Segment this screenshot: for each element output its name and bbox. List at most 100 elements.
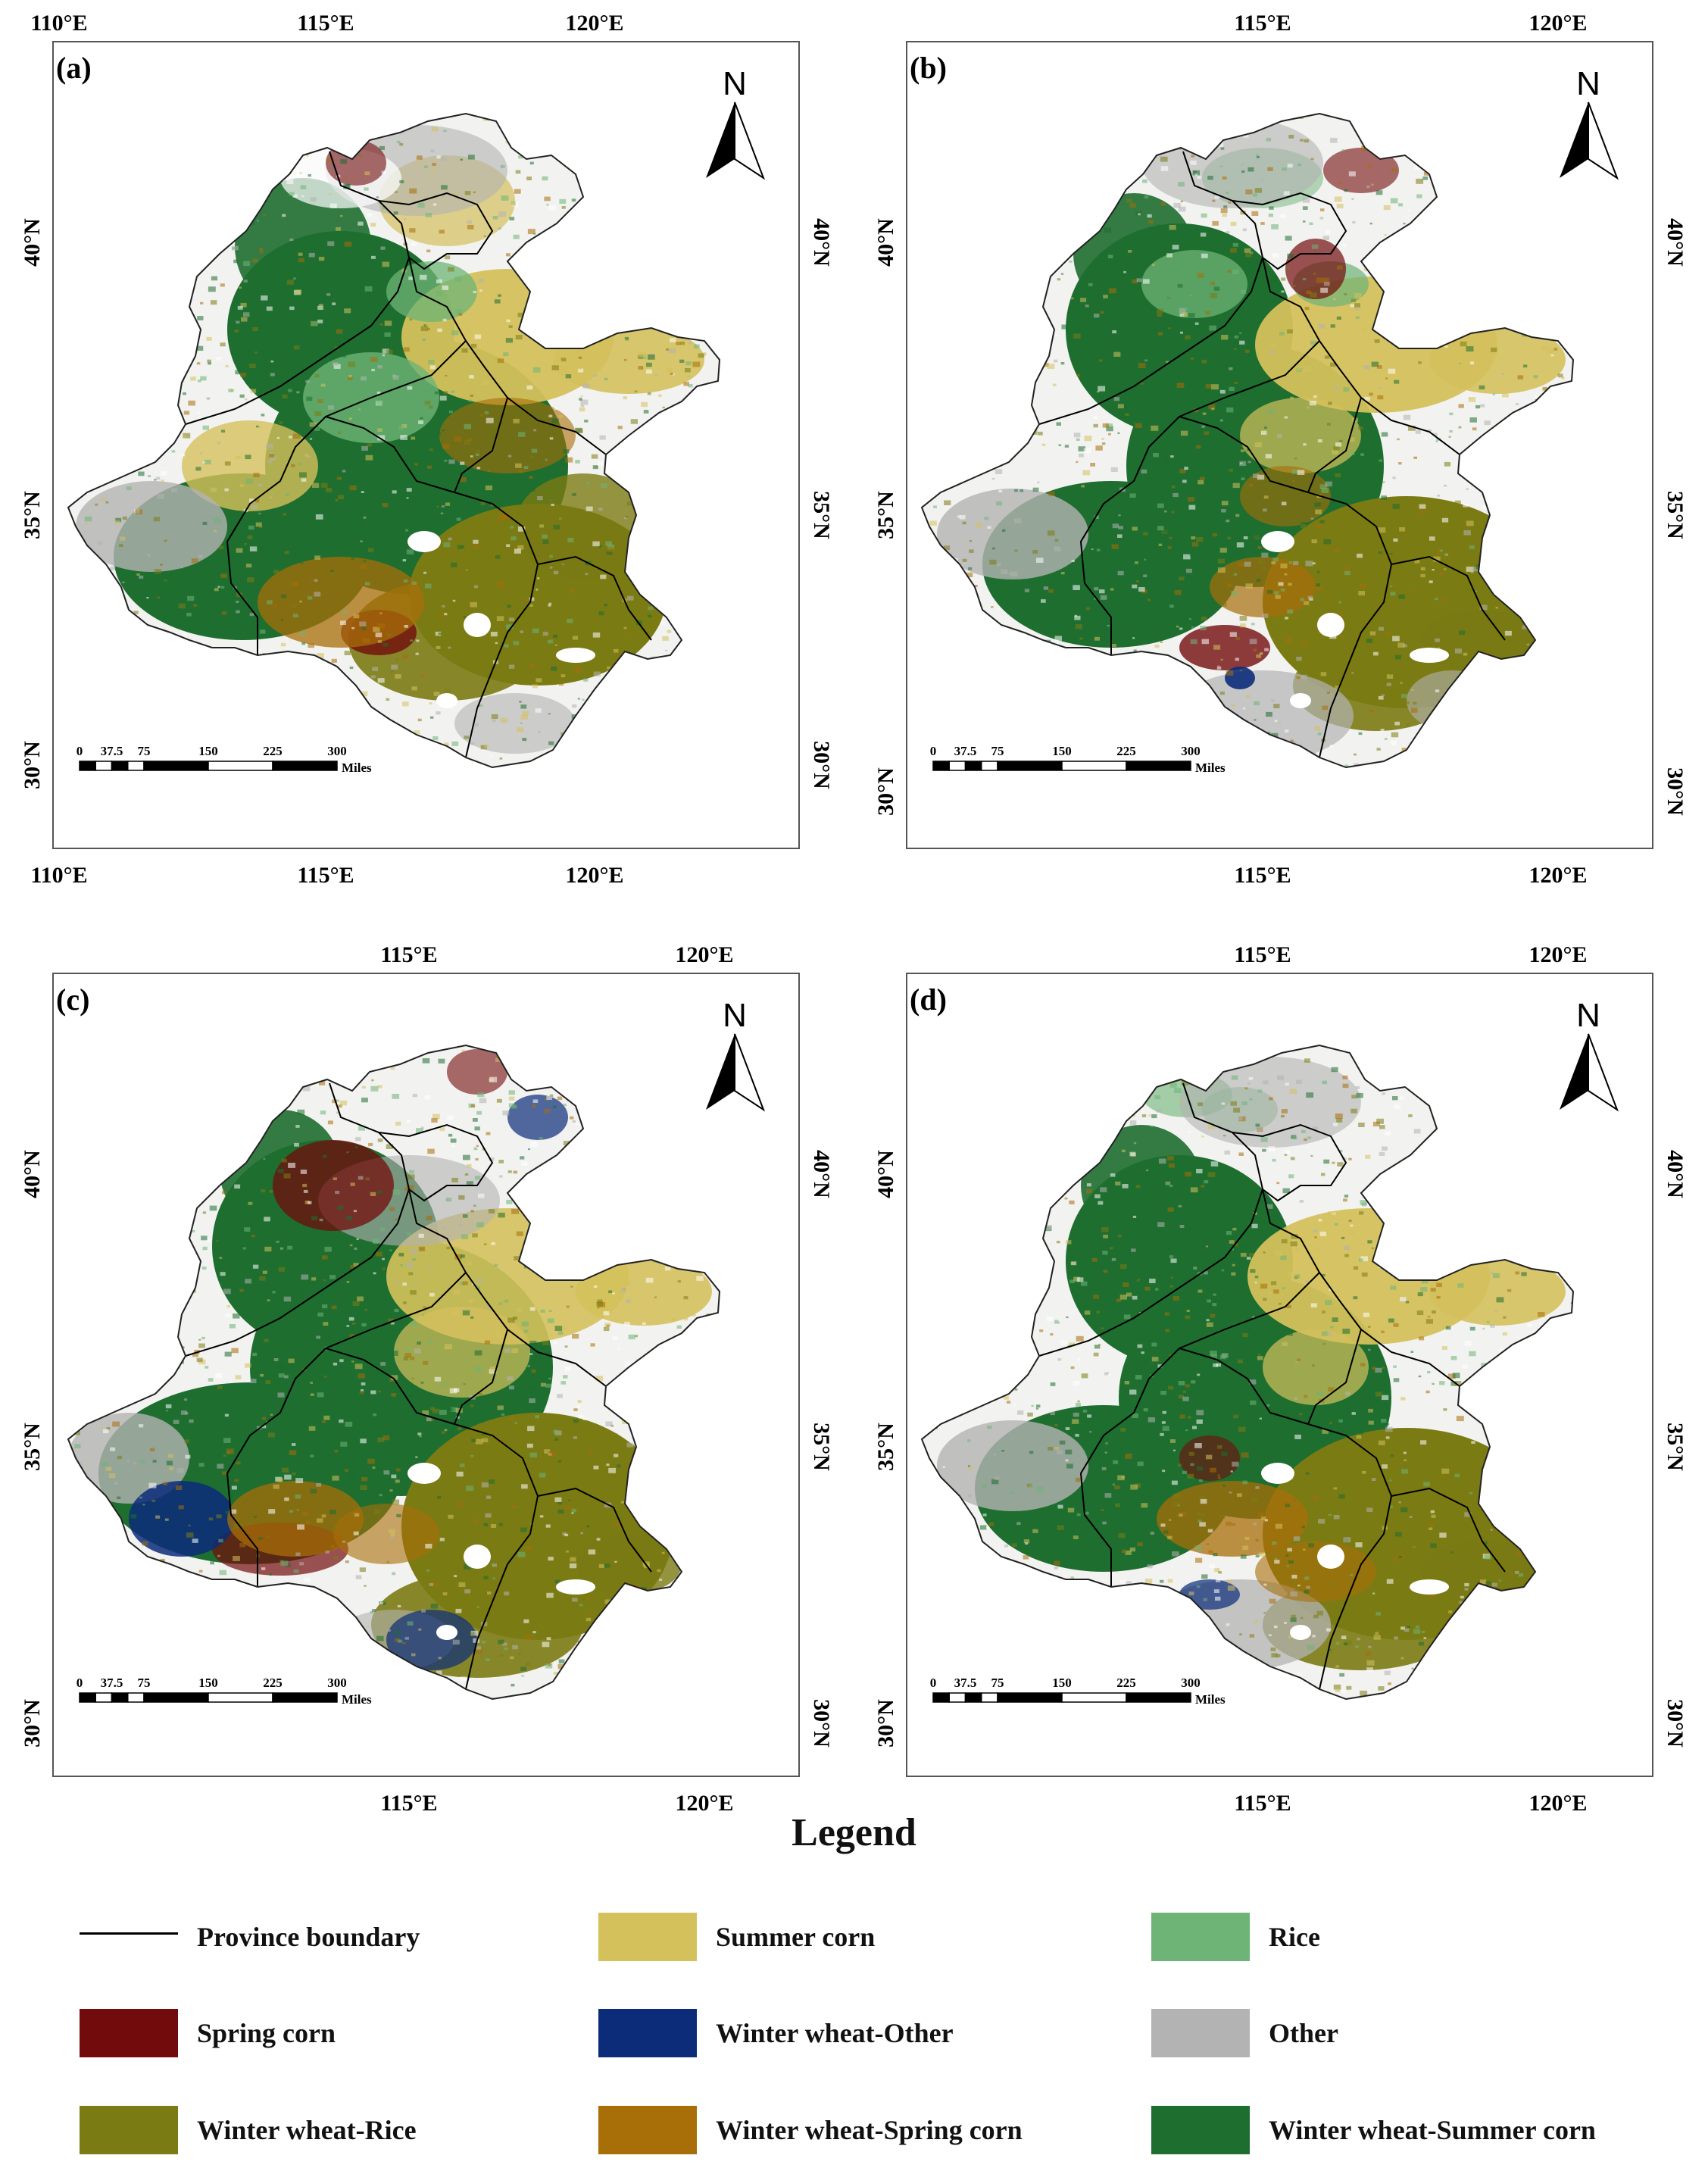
- scale-bar-label: 0: [77, 1676, 83, 1690]
- top-tick-label: 120°E: [675, 942, 733, 967]
- crop-zone: [1263, 1329, 1369, 1405]
- map-b-svg: (b) N 0 37.5 75 150 225 300 Miles 115°E 120°E 115°E…: [873, 11, 1688, 888]
- scale-bar-label: 300: [1181, 744, 1201, 758]
- crop-zone: [76, 481, 227, 572]
- crop-zone: [68, 1413, 189, 1504]
- province-boundary: [226, 1272, 467, 1587]
- province-boundary: [1307, 397, 1362, 493]
- scale-bar-label: 225: [263, 1676, 283, 1690]
- crop-zone: [258, 557, 424, 648]
- water-body: [1290, 693, 1311, 708]
- scale-bar-label: 225: [263, 744, 283, 758]
- scale-bar-label: 0: [77, 744, 83, 758]
- north-arrow-label: N: [1576, 65, 1600, 102]
- crop-zone: [515, 473, 651, 579]
- scale-bar-unit: Miles: [1195, 761, 1226, 775]
- bottom-tick-label: 115°E: [1234, 863, 1291, 888]
- right-tick-label: 35°N: [809, 491, 834, 539]
- province-boundary: [185, 151, 411, 425]
- crop-zone: [1323, 148, 1399, 193]
- province-boundary: [1038, 151, 1264, 425]
- legend-label: Province boundary: [197, 1922, 420, 1952]
- right-tick-label: 30°N: [809, 741, 834, 789]
- water-body: [464, 1545, 491, 1569]
- winter-wheat-other-swatch: [598, 2009, 697, 2057]
- water-body: [1410, 648, 1449, 663]
- province-boundary: [378, 1123, 494, 1202]
- province-boundary: [1232, 1123, 1347, 1202]
- water-body: [1290, 1625, 1311, 1640]
- scale-bar-label: 0: [930, 1676, 937, 1690]
- legend-label: Spring corn: [197, 2018, 336, 2048]
- crop-zone: [1179, 625, 1270, 670]
- crop-zone: [1407, 670, 1497, 731]
- province-boundary: [408, 1189, 607, 1387]
- province-boundary: [1391, 1487, 1506, 1573]
- legend-label: Summer corn: [716, 1922, 876, 1952]
- province-boundary: [454, 1329, 508, 1425]
- scale-bar-label: 37.5: [954, 1676, 977, 1690]
- scale-bar-unit: Miles: [1195, 1692, 1226, 1707]
- crop-zone: [1179, 1579, 1240, 1610]
- winter-wheat-summer-corn-swatch: [1151, 2106, 1250, 2154]
- water-body: [407, 1463, 441, 1484]
- scale-bar-label: 37.5: [101, 1676, 123, 1690]
- water-body: [556, 1579, 595, 1595]
- scale-bar-label: 75: [138, 1676, 151, 1690]
- map-panel-b: (b) N 0 37.5 75 150 225 300 Miles 115°E 120°E 115°E…: [854, 0, 1708, 894]
- summer-corn-swatch: [598, 1913, 697, 1961]
- crop-map-area: [922, 1045, 1573, 1699]
- water-body: [1410, 1579, 1449, 1595]
- legend-label: Rice: [1269, 1922, 1320, 1952]
- crop-map-area: [68, 1045, 720, 1699]
- legend-item-other: Other: [1151, 2009, 1338, 2057]
- left-tick-label: 40°N: [873, 218, 898, 267]
- scale-bar: [932, 1692, 1191, 1703]
- water-body: [1261, 531, 1294, 552]
- scale-bar-label: 75: [991, 1676, 1004, 1690]
- crop-zone: [1240, 466, 1331, 526]
- water-body: [436, 1625, 457, 1640]
- crop-zone: [576, 1534, 682, 1595]
- crop-zone: [386, 261, 477, 322]
- left-tick-label: 35°N: [20, 1423, 45, 1471]
- bottom-tick-label: 115°E: [297, 863, 354, 888]
- crop-zone: [937, 489, 1088, 579]
- water-body: [1317, 613, 1344, 637]
- right-tick-label: 30°N: [809, 1699, 834, 1748]
- region-outline: [67, 1044, 721, 1701]
- scale-bar: [932, 761, 1191, 771]
- map-c-svg: (c) N 0 37.5 75 150 225 300 Miles 115°E 120°E 115°E…: [20, 942, 834, 1816]
- right-tick-label: 30°N: [1663, 767, 1688, 816]
- province-boundary: [1232, 192, 1347, 270]
- crop-zone: [937, 1420, 1088, 1511]
- left-tick-label: 30°N: [20, 741, 45, 789]
- crop-zone: [326, 140, 386, 186]
- scale-bar-label: 150: [198, 1676, 218, 1690]
- panel-label: (a): [56, 51, 92, 85]
- province-boundary: [408, 257, 607, 455]
- crop-zone: [454, 693, 576, 754]
- scale-bar-label: 150: [1052, 1676, 1072, 1690]
- province-boundary: [454, 397, 508, 493]
- scale-bar-label: 75: [138, 744, 151, 758]
- right-tick-label: 30°N: [1663, 1699, 1688, 1748]
- panel-label: (d): [910, 982, 947, 1017]
- crop-zone: [333, 1504, 439, 1564]
- crop-zone: [1157, 1481, 1308, 1557]
- legend-label: Other: [1269, 2018, 1338, 2048]
- top-tick-label: 115°E: [1234, 11, 1291, 36]
- top-tick-label: 120°E: [1528, 11, 1587, 36]
- crop-zone: [439, 398, 576, 473]
- legend-label: Winter wheat-Other: [716, 2018, 954, 2048]
- bottom-tick-label: 115°E: [380, 1791, 437, 1816]
- bottom-tick-label: 120°E: [565, 863, 623, 888]
- legend-item-province-boundary: Province boundary: [80, 1913, 420, 1961]
- province-boundary: [1391, 555, 1506, 641]
- province-boundary: [1262, 1189, 1460, 1387]
- province-boundary: [378, 192, 494, 270]
- north-arrow-icon: [706, 102, 766, 180]
- crop-zone: [1179, 1057, 1361, 1148]
- province-boundary-swatch: [80, 1913, 178, 1961]
- legend-item-summer-corn: Summer corn: [598, 1913, 875, 1961]
